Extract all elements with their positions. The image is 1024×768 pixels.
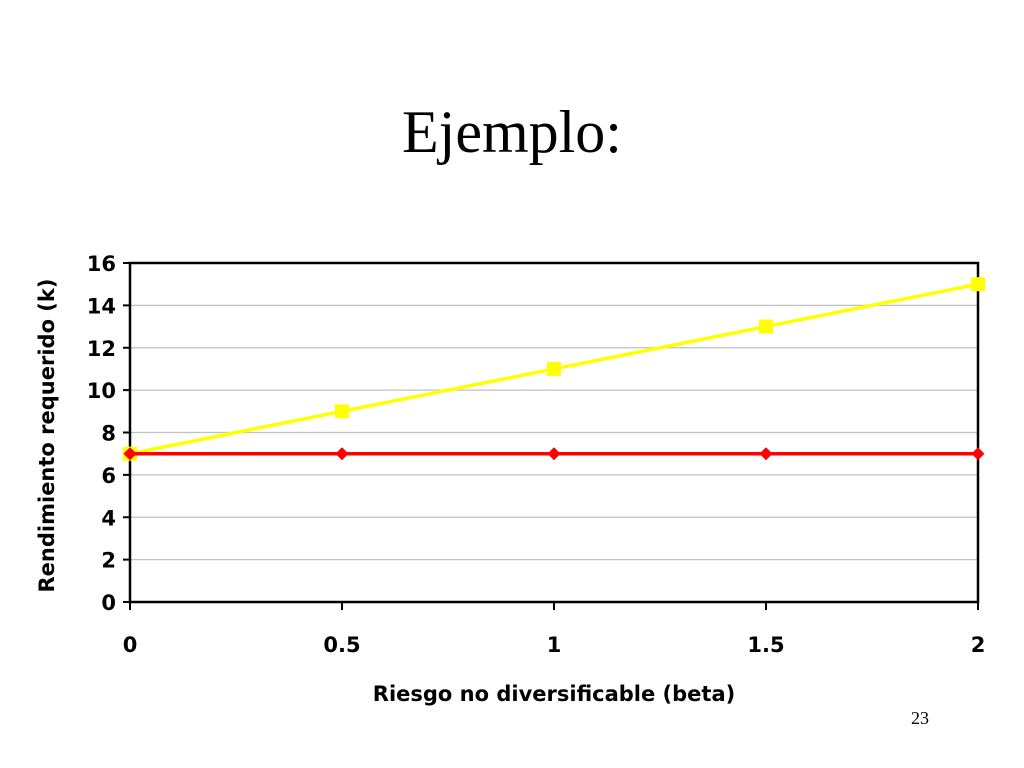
data-point — [971, 447, 985, 461]
y-tick-label: 0 — [101, 591, 116, 615]
slide-title: Ejemplo: — [402, 99, 622, 165]
data-point — [759, 319, 773, 334]
data-point — [759, 447, 773, 461]
y-tick-label: 6 — [101, 464, 116, 488]
axis-ticks: 0 2 4 6 8 10 12 14 16 0 0.5 1 1.5 2 — [87, 252, 986, 657]
data-point — [335, 404, 349, 419]
page-number: 23 — [911, 708, 929, 728]
y-tick-label: 16 — [87, 252, 116, 276]
y-tick-label: 4 — [101, 506, 116, 530]
series-1 — [123, 277, 985, 461]
data-point — [547, 447, 561, 461]
y-tick-label: 14 — [87, 294, 116, 318]
y-tick-label: 10 — [87, 379, 116, 403]
x-tick-label: 2 — [971, 633, 986, 657]
x-tick-label: 0.5 — [323, 633, 360, 657]
x-tick-label: 0 — [123, 633, 138, 657]
gridlines — [130, 304, 978, 561]
data-point — [123, 447, 137, 461]
data-point — [335, 447, 349, 461]
x-tick-label: 1 — [547, 633, 562, 657]
y-tick-label: 8 — [101, 422, 116, 446]
y-tick-label: 12 — [87, 337, 116, 361]
x-axis-label: Riesgo no diversificable (beta) — [373, 682, 735, 706]
data-point — [547, 361, 561, 376]
series-2 — [123, 447, 985, 461]
data-point — [971, 277, 985, 292]
x-tick-label: 1.5 — [747, 633, 784, 657]
series-group — [123, 277, 985, 461]
y-tick-label: 2 — [101, 549, 116, 573]
y-axis-label: Rendimiento requerido (k) — [35, 279, 59, 593]
